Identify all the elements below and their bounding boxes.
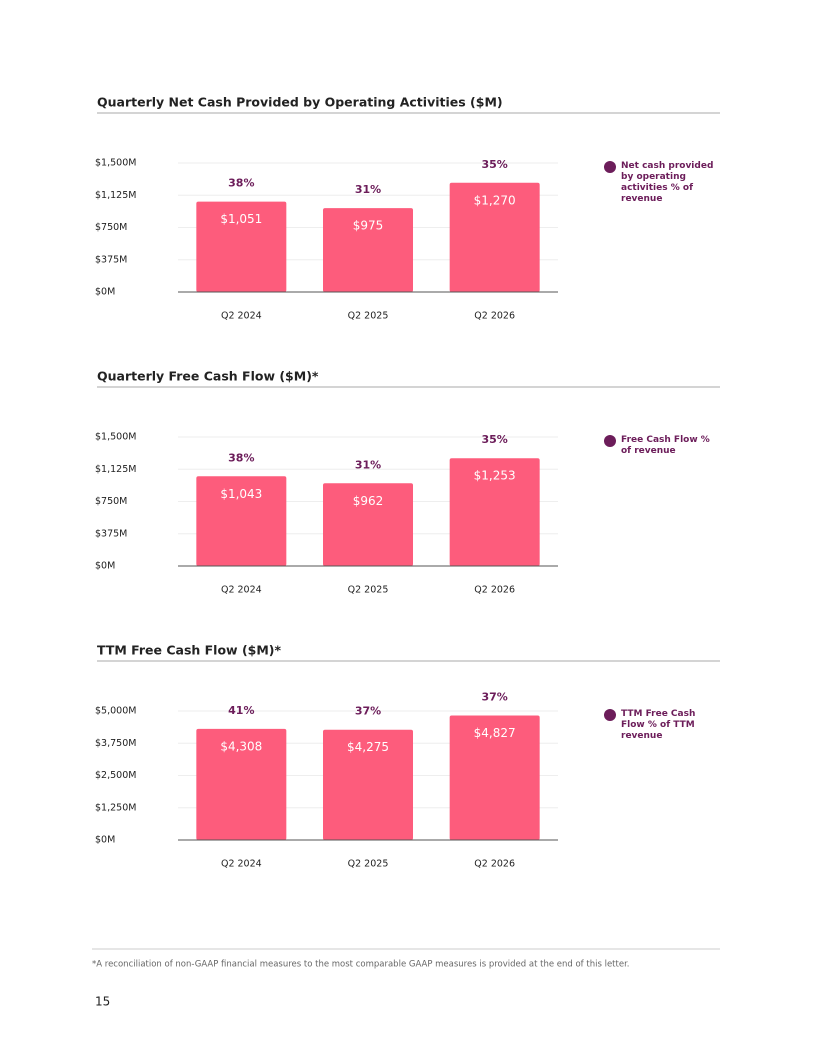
y-tick-label: $750M (95, 222, 127, 233)
y-tick-label: $750M (95, 496, 127, 507)
x-tick-label: Q2 2024 (221, 585, 262, 596)
legend-dot (604, 709, 616, 721)
value-label: $1,253 (474, 469, 516, 483)
bar (323, 729, 413, 840)
percent-label: 31% (355, 458, 381, 471)
chart-title: TTM Free Cash Flow ($M)* (97, 643, 282, 658)
bar (196, 728, 287, 840)
value-label: $4,827 (474, 726, 516, 740)
footnote: *A reconciliation of non-GAAP financial … (92, 960, 629, 970)
y-tick-label: $2,500M (95, 770, 136, 781)
percent-label: 35% (481, 158, 507, 171)
bar (196, 476, 287, 566)
legend-dot (604, 161, 616, 173)
percent-label: 41% (228, 704, 254, 717)
x-tick-label: Q2 2024 (221, 859, 262, 870)
legend-label: Net cash provided by operating activitie… (621, 161, 714, 204)
percent-label: 35% (481, 433, 507, 446)
percent-label: 38% (228, 177, 254, 190)
chart-title: Quarterly Free Cash Flow ($M)* (97, 369, 319, 384)
y-tick-label: $0M (95, 287, 115, 298)
bar (449, 182, 540, 292)
percent-label: 37% (355, 705, 381, 718)
percent-label: 31% (355, 183, 381, 196)
bar (196, 201, 287, 292)
chart-title: Quarterly Net Cash Provided by Operating… (97, 95, 503, 110)
y-tick-label: $1,125M (95, 464, 136, 475)
x-tick-label: Q2 2026 (474, 859, 515, 870)
value-label: $1,043 (220, 487, 262, 501)
x-tick-label: Q2 2026 (474, 585, 515, 596)
y-tick-label: $0M (95, 561, 115, 572)
value-label: $975 (353, 219, 384, 233)
x-tick-label: Q2 2024 (221, 311, 262, 322)
legend-label: Free Cash Flow % of revenue (621, 435, 710, 456)
value-label: $962 (353, 494, 384, 508)
value-label: $4,275 (347, 740, 389, 754)
x-tick-label: Q2 2025 (348, 859, 389, 870)
value-label: $4,308 (220, 739, 262, 753)
percent-label: 38% (228, 451, 254, 464)
page-number: 15 (95, 995, 110, 1009)
percent-label: 37% (481, 690, 507, 703)
x-tick-label: Q2 2026 (474, 311, 515, 322)
bar (323, 483, 413, 566)
value-label: $1,270 (474, 193, 516, 207)
bar (449, 715, 540, 840)
y-tick-label: $375M (95, 528, 127, 539)
y-tick-label: $375M (95, 254, 127, 265)
bar (323, 208, 413, 292)
bar (449, 458, 540, 566)
y-tick-label: $1,500M (95, 432, 136, 443)
y-tick-label: $0M (95, 835, 115, 846)
y-tick-label: $1,250M (95, 802, 136, 813)
y-tick-label: $1,125M (95, 190, 136, 201)
legend-dot (604, 435, 616, 447)
x-tick-label: Q2 2025 (348, 311, 389, 322)
legend-label: TTM Free Cash Flow % of TTM revenue (621, 709, 696, 741)
y-tick-label: $1,500M (95, 158, 136, 169)
x-tick-label: Q2 2025 (348, 585, 389, 596)
y-tick-label: $3,750M (95, 738, 136, 749)
value-label: $1,051 (220, 212, 262, 226)
y-tick-label: $5,000M (95, 706, 136, 717)
